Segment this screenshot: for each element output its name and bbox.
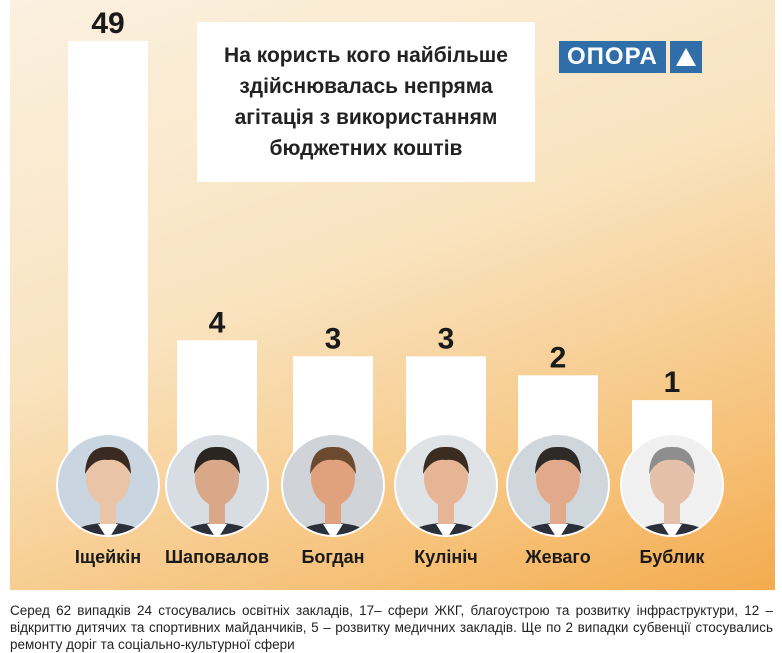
logo-text: ОПОРА — [559, 41, 666, 73]
category-label: Кулініч — [414, 547, 478, 567]
category-label: Богдан — [301, 547, 364, 567]
title-line: На користь кого найбільше — [224, 44, 508, 67]
triangle-icon — [669, 41, 702, 73]
value-label: 3 — [325, 322, 342, 355]
category-label: Іщейкін — [75, 547, 141, 567]
value-label: 2 — [550, 341, 567, 374]
category-label: Бублик — [640, 547, 706, 567]
title-line: агітація з використанням — [234, 106, 498, 129]
caption: Серед 62 випадків 24 стосувались освітні… — [10, 603, 773, 652]
category-label: Жеваго — [524, 547, 590, 567]
value-label: 1 — [664, 366, 681, 399]
value-label: 49 — [91, 7, 124, 40]
value-label: 3 — [438, 322, 455, 355]
chart-title: На користь кого найбільше здійснювалась … — [197, 22, 535, 182]
opora-logo: ОПОРА — [559, 41, 702, 73]
candidate-photo — [165, 433, 269, 537]
bar-chart: 49 Іщейкін 4 Шаповалов 3 Богдан 3 Кулініч 2 Жеваг… — [56, 7, 724, 567]
category-label: Шаповалов — [165, 547, 269, 567]
title-line: здійснювалась непряма — [239, 75, 493, 98]
title-line: бюджетних коштів — [269, 137, 463, 160]
value-label: 4 — [209, 306, 226, 339]
bar — [68, 41, 148, 460]
